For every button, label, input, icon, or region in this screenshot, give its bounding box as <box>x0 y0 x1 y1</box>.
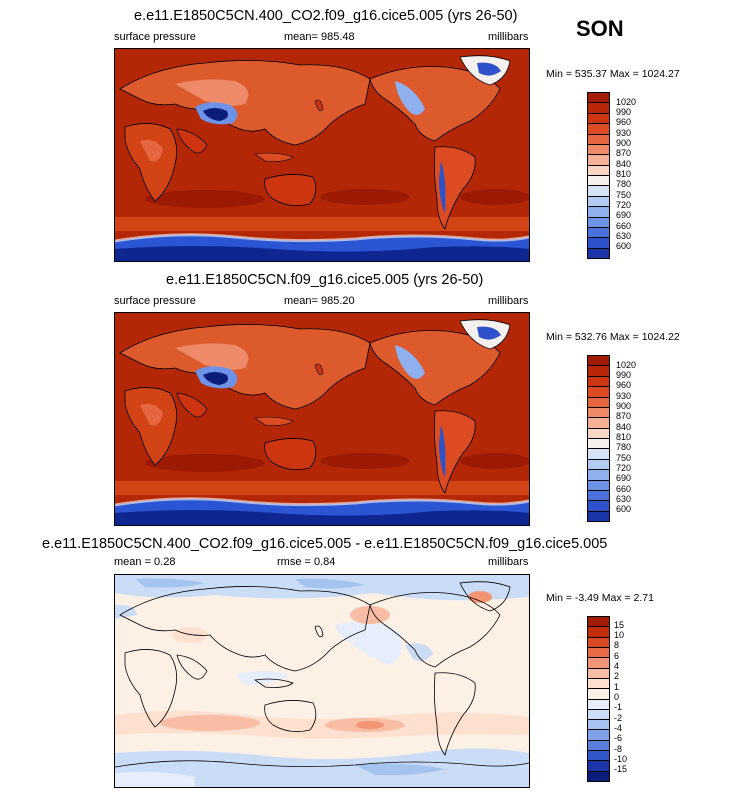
high-pressure-band <box>460 189 529 205</box>
high-pressure-band <box>320 453 410 469</box>
high-pressure-band <box>145 190 265 208</box>
cbar-label: 720 <box>616 463 632 473</box>
cbar-label: 630 <box>616 494 632 504</box>
cbar-label: -2 <box>614 713 623 723</box>
maritime-continent <box>254 152 294 162</box>
panel1-mean-label: mean= 985.48 <box>284 31 355 43</box>
panel2-minmax: Min = 532.76 Max = 1024.22 <box>546 331 680 343</box>
panel2-colorbar <box>587 355 610 522</box>
andes <box>439 161 446 214</box>
panel1-minmax: Min = 535.37 Max = 1024.27 <box>546 68 680 80</box>
maritime-continent <box>254 416 294 426</box>
cbar-label: -1 <box>614 702 623 712</box>
cbar-label: 15 <box>614 620 625 630</box>
high-pressure-band <box>460 453 529 469</box>
cbar-label: 780 <box>616 442 632 452</box>
panel1-title: e.e11.E1850C5CN.400_CO2.f09_g16.cice5.00… <box>134 8 518 24</box>
panel2-units-label: millibars <box>488 295 529 307</box>
cbar-label: 810 <box>616 432 632 442</box>
high-pressure-band <box>320 189 410 205</box>
panel3-title: e.e11.E1850C5CN.400_CO2.f09_g16.cice5.00… <box>42 536 608 552</box>
cbar-label: 660 <box>616 221 632 231</box>
cbar-label: -6 <box>614 733 623 743</box>
cbar-label: 720 <box>616 200 632 210</box>
cbar-label: -8 <box>614 744 623 754</box>
cbar-label: 960 <box>616 117 632 127</box>
cbar-label: 1020 <box>616 360 637 370</box>
coastlines <box>115 581 529 768</box>
panel1-colorbar-labels: 1020 990 960 930 900 870 840 810 780 750… <box>616 92 656 257</box>
panel2-colorbar-labels: 1020 990 960 930 900 870 840 810 780 750… <box>616 355 656 520</box>
panel3-minmax: Min = -3.49 Max = 2.71 <box>546 592 654 604</box>
panel3-map <box>114 574 530 788</box>
cbar-label: 810 <box>616 169 632 179</box>
cbar-label: 10 <box>614 630 625 640</box>
panel3-colorbar <box>587 616 610 782</box>
panel3-map-svg <box>115 575 529 787</box>
high-pressure-band <box>145 454 265 472</box>
panel2-mean-label: mean= 985.20 <box>284 295 355 307</box>
cbar-label: 990 <box>616 107 632 117</box>
panel2-variable-label: surface pressure <box>114 295 196 307</box>
cbar-label: 630 <box>616 231 632 241</box>
panel2-title: e.e11.E1850C5CN.f09_g16.cice5.005 (yrs 2… <box>166 272 484 288</box>
panel1-colorbar <box>587 92 610 259</box>
australia <box>264 174 317 207</box>
panel1-map <box>114 48 530 262</box>
cbar-label: 0 <box>614 692 620 702</box>
cbar-label: 870 <box>616 148 632 158</box>
season-label: SON <box>576 16 624 41</box>
cbar-label: 600 <box>616 241 632 251</box>
southern-negative-band <box>115 748 529 787</box>
cbar-label: 1020 <box>616 97 637 107</box>
positive-anomaly <box>350 606 390 624</box>
cbar-label: 1 <box>614 682 620 692</box>
southern-low-band <box>115 481 529 495</box>
cbar-label: 960 <box>616 380 632 390</box>
cbar-label: 990 <box>616 370 632 380</box>
africa <box>124 387 178 466</box>
panel1-variable-label: surface pressure <box>114 31 196 43</box>
panel2-map <box>114 312 530 526</box>
antarctica-core <box>115 510 529 525</box>
cbar-label: -4 <box>614 723 623 733</box>
positive-anomaly <box>468 591 492 603</box>
cbar-label: 600 <box>616 504 632 514</box>
panel3-rmse-label: rmse = 0.84 <box>277 556 336 568</box>
cbar-label: 750 <box>616 190 632 200</box>
cbar-label: 780 <box>616 179 632 189</box>
antarctica-core <box>115 246 529 261</box>
panel1-units-label: millibars <box>488 31 529 43</box>
cbar-label: 750 <box>616 453 632 463</box>
panel1-map-svg <box>115 49 529 261</box>
cbar-label: 930 <box>616 391 632 401</box>
panel3-units-label: millibars <box>488 556 529 568</box>
cbar-label: 930 <box>616 128 632 138</box>
cbar-label: 840 <box>616 159 632 169</box>
southern-low-band <box>115 217 529 231</box>
cbar-label: -15 <box>614 764 628 774</box>
panel3-colorbar-labels: 15 10 8 6 4 2 1 0 -1 -2 -4 -6 -8 -10 -15 <box>614 616 654 780</box>
panel2-map-svg <box>115 313 529 525</box>
cbar-label: 870 <box>616 411 632 421</box>
cbar-label: 690 <box>616 210 632 220</box>
cbar-label: 840 <box>616 422 632 432</box>
cbar-label: 900 <box>616 138 632 148</box>
cbar-label: 690 <box>616 473 632 483</box>
cbar-label: 8 <box>614 640 620 650</box>
panel3-mean-label: mean = 0.28 <box>114 556 176 568</box>
australia <box>264 438 317 471</box>
cbar-label: -10 <box>614 754 628 764</box>
cbar-label: 900 <box>616 401 632 411</box>
cbar-label: 660 <box>616 484 632 494</box>
andes <box>439 425 446 478</box>
cbar-label: 2 <box>614 671 620 681</box>
africa <box>124 123 178 202</box>
cbar-label: 4 <box>614 661 620 671</box>
cbar-label: 6 <box>614 651 620 661</box>
